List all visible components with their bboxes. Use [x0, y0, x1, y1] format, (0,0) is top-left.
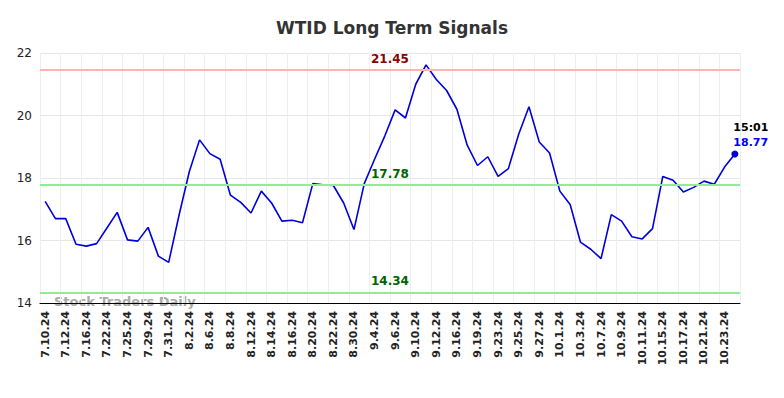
svg-text:10.9.24: 10.9.24	[615, 311, 628, 358]
svg-text:9.23.24: 9.23.24	[492, 311, 505, 358]
svg-text:8.12.24: 8.12.24	[245, 311, 258, 358]
svg-text:21.45: 21.45	[371, 52, 409, 66]
svg-text:8.2.24: 8.2.24	[183, 311, 196, 350]
svg-text:7.22.24: 7.22.24	[100, 311, 113, 358]
svg-text:Stock Traders Daily: Stock Traders Daily	[54, 294, 196, 309]
svg-text:10.17.24: 10.17.24	[677, 311, 690, 366]
svg-text:7.16.24: 7.16.24	[80, 311, 93, 358]
svg-text:14: 14	[17, 296, 32, 310]
svg-text:8.16.24: 8.16.24	[286, 311, 299, 358]
svg-text:20: 20	[17, 109, 32, 123]
svg-text:10.15.24: 10.15.24	[656, 311, 669, 366]
svg-text:9.27.24: 9.27.24	[533, 311, 546, 358]
svg-text:9.12.24: 9.12.24	[430, 311, 443, 358]
svg-text:8.22.24: 8.22.24	[327, 311, 340, 358]
svg-text:10.7.24: 10.7.24	[595, 311, 608, 358]
svg-text:18.77: 18.77	[733, 136, 768, 149]
svg-text:7.10.24: 7.10.24	[39, 311, 52, 358]
svg-text:17.78: 17.78	[371, 167, 409, 181]
svg-text:9.6.24: 9.6.24	[389, 311, 402, 350]
svg-text:7.25.24: 7.25.24	[121, 311, 134, 358]
svg-text:7.31.24: 7.31.24	[162, 311, 175, 358]
svg-text:8.20.24: 8.20.24	[306, 311, 319, 358]
svg-text:22: 22	[17, 46, 32, 60]
svg-text:9.10.24: 9.10.24	[409, 311, 422, 358]
svg-text:WTID Long Term Signals: WTID Long Term Signals	[276, 18, 508, 38]
svg-text:9.25.24: 9.25.24	[512, 311, 525, 358]
svg-text:9.16.24: 9.16.24	[450, 311, 463, 358]
svg-text:8.8.24: 8.8.24	[224, 311, 237, 350]
svg-text:10.23.24: 10.23.24	[718, 311, 731, 366]
svg-text:8.30.24: 8.30.24	[347, 311, 360, 358]
svg-text:10.21.24: 10.21.24	[697, 311, 710, 366]
svg-text:15:01: 15:01	[733, 121, 768, 134]
svg-text:10.1.24: 10.1.24	[553, 311, 566, 358]
svg-text:14.34: 14.34	[371, 274, 409, 288]
svg-text:10.11.24: 10.11.24	[636, 311, 649, 366]
svg-text:9.4.24: 9.4.24	[368, 311, 381, 350]
svg-text:16: 16	[17, 234, 32, 248]
svg-text:8.14.24: 8.14.24	[265, 311, 278, 358]
svg-text:7.29.24: 7.29.24	[142, 311, 155, 358]
svg-text:10.3.24: 10.3.24	[574, 311, 587, 358]
svg-text:9.19.24: 9.19.24	[471, 311, 484, 358]
svg-text:8.6.24: 8.6.24	[203, 311, 216, 350]
svg-text:7.12.24: 7.12.24	[59, 311, 72, 358]
svg-text:18: 18	[17, 171, 32, 185]
